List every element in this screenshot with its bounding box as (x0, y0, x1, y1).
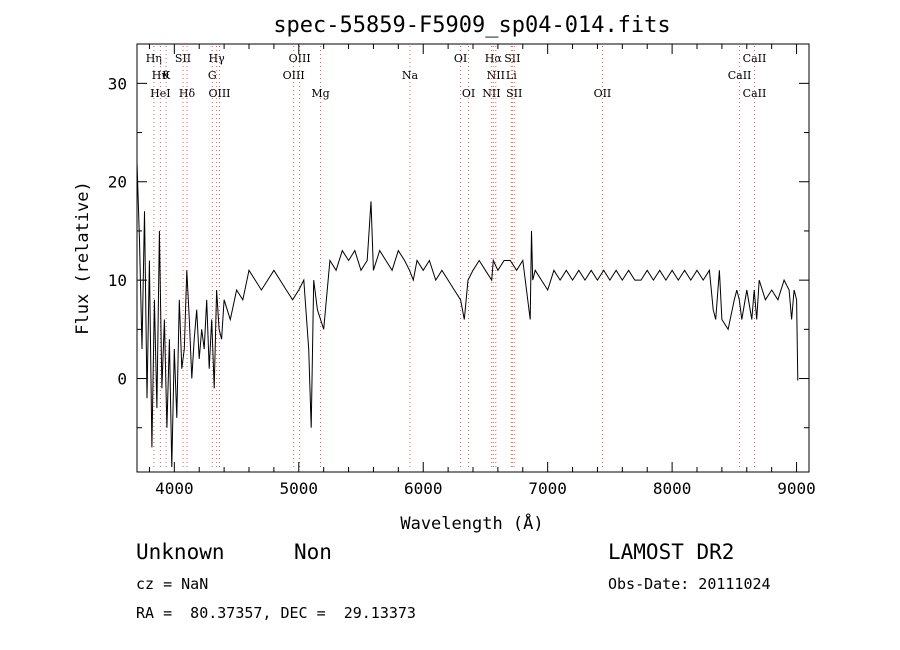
object-subclass: Non (294, 540, 332, 564)
x-axis-label: Wavelength (Å) (400, 512, 543, 534)
line-marker-label: HeI (150, 87, 170, 100)
x-tick-label: 5000 (280, 479, 319, 498)
line-marker-label: OI (462, 87, 475, 100)
line-marker-label: G (208, 69, 217, 82)
line-marker-label: OIII (289, 52, 311, 65)
y-tick-label: 30 (108, 74, 127, 93)
axis-ticks: 4000 5000 6000 7000 8000 9000 0 10 20 30 (108, 44, 816, 498)
survey-name: LAMOST DR2 (608, 540, 735, 564)
x-tick-label: 7000 (528, 479, 567, 498)
line-marker-label: Hδ (179, 87, 196, 100)
line-marker-label: Mg (311, 87, 329, 100)
plot-frame (136, 43, 810, 473)
y-tick-label: 0 (117, 370, 127, 389)
coordinates: RA = 80.37357, DEC = 29.13373 (136, 604, 416, 622)
x-tick-label: 9000 (777, 479, 816, 498)
line-marker-label: CaII (728, 69, 752, 82)
line-marker-label: NII (487, 69, 505, 82)
x-tick-label: 6000 (404, 479, 443, 498)
line-marker-label: OIII (208, 87, 230, 100)
redshift-readout: cz = NaN (136, 575, 209, 593)
line-marker-label: Hϑ (152, 69, 170, 82)
line-marker-label: K (162, 69, 171, 82)
line-marker-label: Hα (485, 52, 503, 65)
line-marker-label: SII (504, 52, 520, 65)
line-marker-label: CaII (743, 87, 767, 100)
x-tick-label: 8000 (653, 479, 692, 498)
chart-title: spec-55859-F5909_sp04-014.fits (273, 13, 670, 38)
line-marker-label: Li (506, 69, 517, 82)
line-marker-label: OIII (283, 69, 305, 82)
line-marker-label: OI (454, 52, 467, 65)
y-axis-label: Flux (relative) (73, 181, 93, 335)
line-marker-label: OII (594, 87, 612, 100)
object-class: Unknown (136, 540, 225, 564)
line-marker-label: Hγ (209, 52, 226, 65)
obs-date: Obs-Date: 20111024 (608, 575, 771, 593)
line-marker-label: Na (402, 69, 419, 82)
line-marker-label: Hη (146, 52, 162, 65)
spectrum-line (136, 162, 799, 468)
line-marker-label: NII (482, 87, 500, 100)
y-tick-label: 20 (108, 173, 127, 192)
y-tick-label: 10 (108, 271, 127, 290)
line-marker-label: SII (506, 87, 522, 100)
x-tick-label: 4000 (155, 479, 194, 498)
line-marker-label: SII (175, 52, 191, 65)
